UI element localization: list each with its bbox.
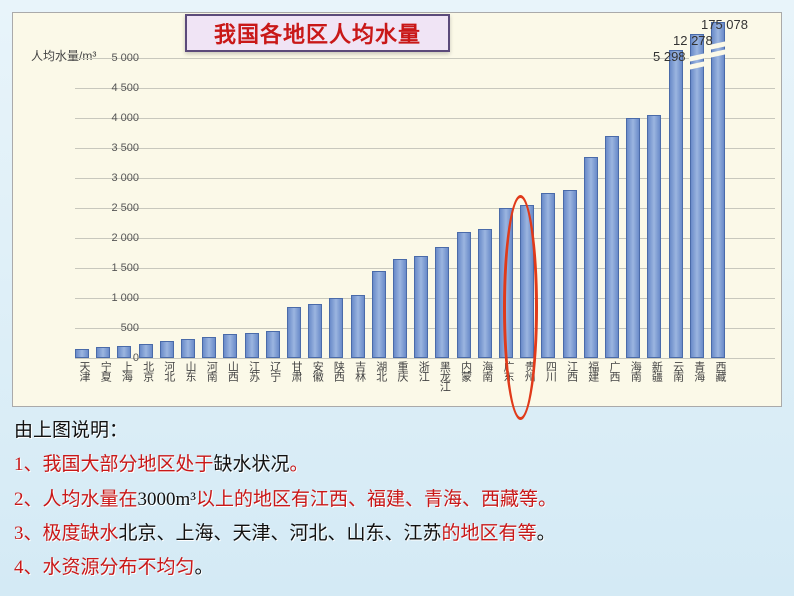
x-tick-label: 山西 — [224, 361, 240, 381]
bar — [202, 337, 216, 358]
chart-title: 我国各地区人均水量 — [214, 17, 421, 49]
desc-line: 3、极度缺水北京、上海、天津、河北、山东、江苏的地区有等。 — [14, 518, 780, 550]
bar — [605, 136, 619, 358]
y-tick-label: 2 500 — [111, 202, 139, 214]
x-tick-label: 新疆 — [648, 361, 664, 381]
x-tick-label: 云南 — [670, 361, 686, 381]
chart-title-bar: 我国各地区人均水量 — [185, 14, 450, 52]
chart-container: 人均水量/m³ 天津宁夏上海北京河北山东河南山西江苏辽宁甘肃安徽陕西吉林湖北重庆… — [12, 12, 782, 407]
x-tick-label: 湖北 — [373, 361, 389, 381]
desc-line: 2、人均水量在3000m³以上的地区有江西、福建、青海、西藏等。 — [14, 484, 780, 516]
x-tick-label: 江苏 — [246, 361, 262, 381]
bar — [139, 344, 153, 358]
bar — [329, 298, 343, 358]
x-tick-label: 甘肃 — [288, 361, 304, 381]
x-tick-label: 江西 — [564, 361, 580, 381]
y-tick-label: 3 500 — [111, 142, 139, 154]
bar — [181, 339, 195, 358]
y-tick-label: 4 500 — [111, 82, 139, 94]
x-tick-label: 陕西 — [330, 361, 346, 381]
desc-line: 4、水资源分布不均匀。 — [14, 552, 780, 584]
x-tick-label: 辽宁 — [267, 361, 283, 381]
x-axis-labels: 天津宁夏上海北京河北山东河南山西江苏辽宁甘肃安徽陕西吉林湖北重庆浙江黑龙江内蒙海… — [75, 361, 775, 401]
x-tick-label: 海南 — [479, 361, 495, 381]
y-tick-label: 0 — [133, 352, 139, 364]
highlight-circle — [503, 195, 538, 420]
x-tick-label: 浙江 — [415, 361, 431, 381]
x-tick-label: 安徽 — [309, 361, 325, 381]
bar — [245, 333, 259, 358]
chart-area — [75, 58, 775, 358]
y-tick-label: 4 000 — [111, 112, 139, 124]
bar — [372, 271, 386, 358]
x-tick-label: 西藏 — [712, 361, 728, 381]
bar — [160, 341, 174, 358]
y-tick-label: 500 — [121, 322, 139, 334]
x-tick-label: 河南 — [203, 361, 219, 381]
x-tick-label: 山东 — [182, 361, 198, 381]
bar — [435, 247, 449, 358]
y-tick-label: 5 000 — [111, 52, 139, 64]
bar — [96, 347, 110, 358]
bar-value-label: 12 278 — [673, 33, 713, 48]
desc-line: 1、我国大部分地区处于缺水状况。 — [14, 449, 780, 481]
x-tick-label: 宁夏 — [97, 361, 113, 381]
x-tick-label: 四川 — [542, 361, 558, 381]
bar — [478, 229, 492, 358]
desc-heading: 由上图说明： — [14, 415, 780, 447]
bar — [541, 193, 555, 358]
bar — [626, 118, 640, 358]
x-tick-label: 吉林 — [352, 361, 368, 381]
x-tick-label: 广西 — [606, 361, 622, 381]
bar — [647, 115, 661, 358]
bar-value-label: 5 298 — [653, 49, 686, 64]
bar — [457, 232, 471, 358]
x-tick-label: 黑龙江 — [436, 361, 452, 391]
y-tick-label: 1 500 — [111, 262, 139, 274]
description-block: 由上图说明： 1、我国大部分地区处于缺水状况。2、人均水量在3000m³以上的地… — [14, 415, 780, 586]
bar — [266, 331, 280, 358]
bar — [351, 295, 365, 358]
x-tick-label: 河北 — [161, 361, 177, 381]
x-tick-label: 海南 — [627, 361, 643, 381]
grid-line — [75, 358, 775, 359]
bar — [223, 334, 237, 358]
y-tick-label: 1 000 — [111, 292, 139, 304]
y-tick-label: 3 000 — [111, 172, 139, 184]
x-tick-label: 福建 — [585, 361, 601, 381]
bar — [584, 157, 598, 358]
bar — [287, 307, 301, 358]
bar — [690, 34, 704, 358]
x-tick-label: 重庆 — [394, 361, 410, 381]
bar — [711, 22, 725, 358]
bar — [669, 50, 683, 358]
bar — [308, 304, 322, 358]
bar — [393, 259, 407, 358]
bar — [414, 256, 428, 358]
bar — [563, 190, 577, 358]
x-tick-label: 内蒙 — [458, 361, 474, 381]
y-tick-label: 2 000 — [111, 232, 139, 244]
x-tick-label: 青海 — [691, 361, 707, 381]
x-tick-label: 上海 — [118, 361, 134, 381]
x-tick-label: 天津 — [76, 361, 92, 381]
bars-group — [75, 58, 775, 358]
bar — [117, 346, 131, 358]
bar-value-label: 175 078 — [701, 17, 748, 32]
bar — [75, 349, 89, 358]
x-tick-label: 北京 — [140, 361, 156, 381]
